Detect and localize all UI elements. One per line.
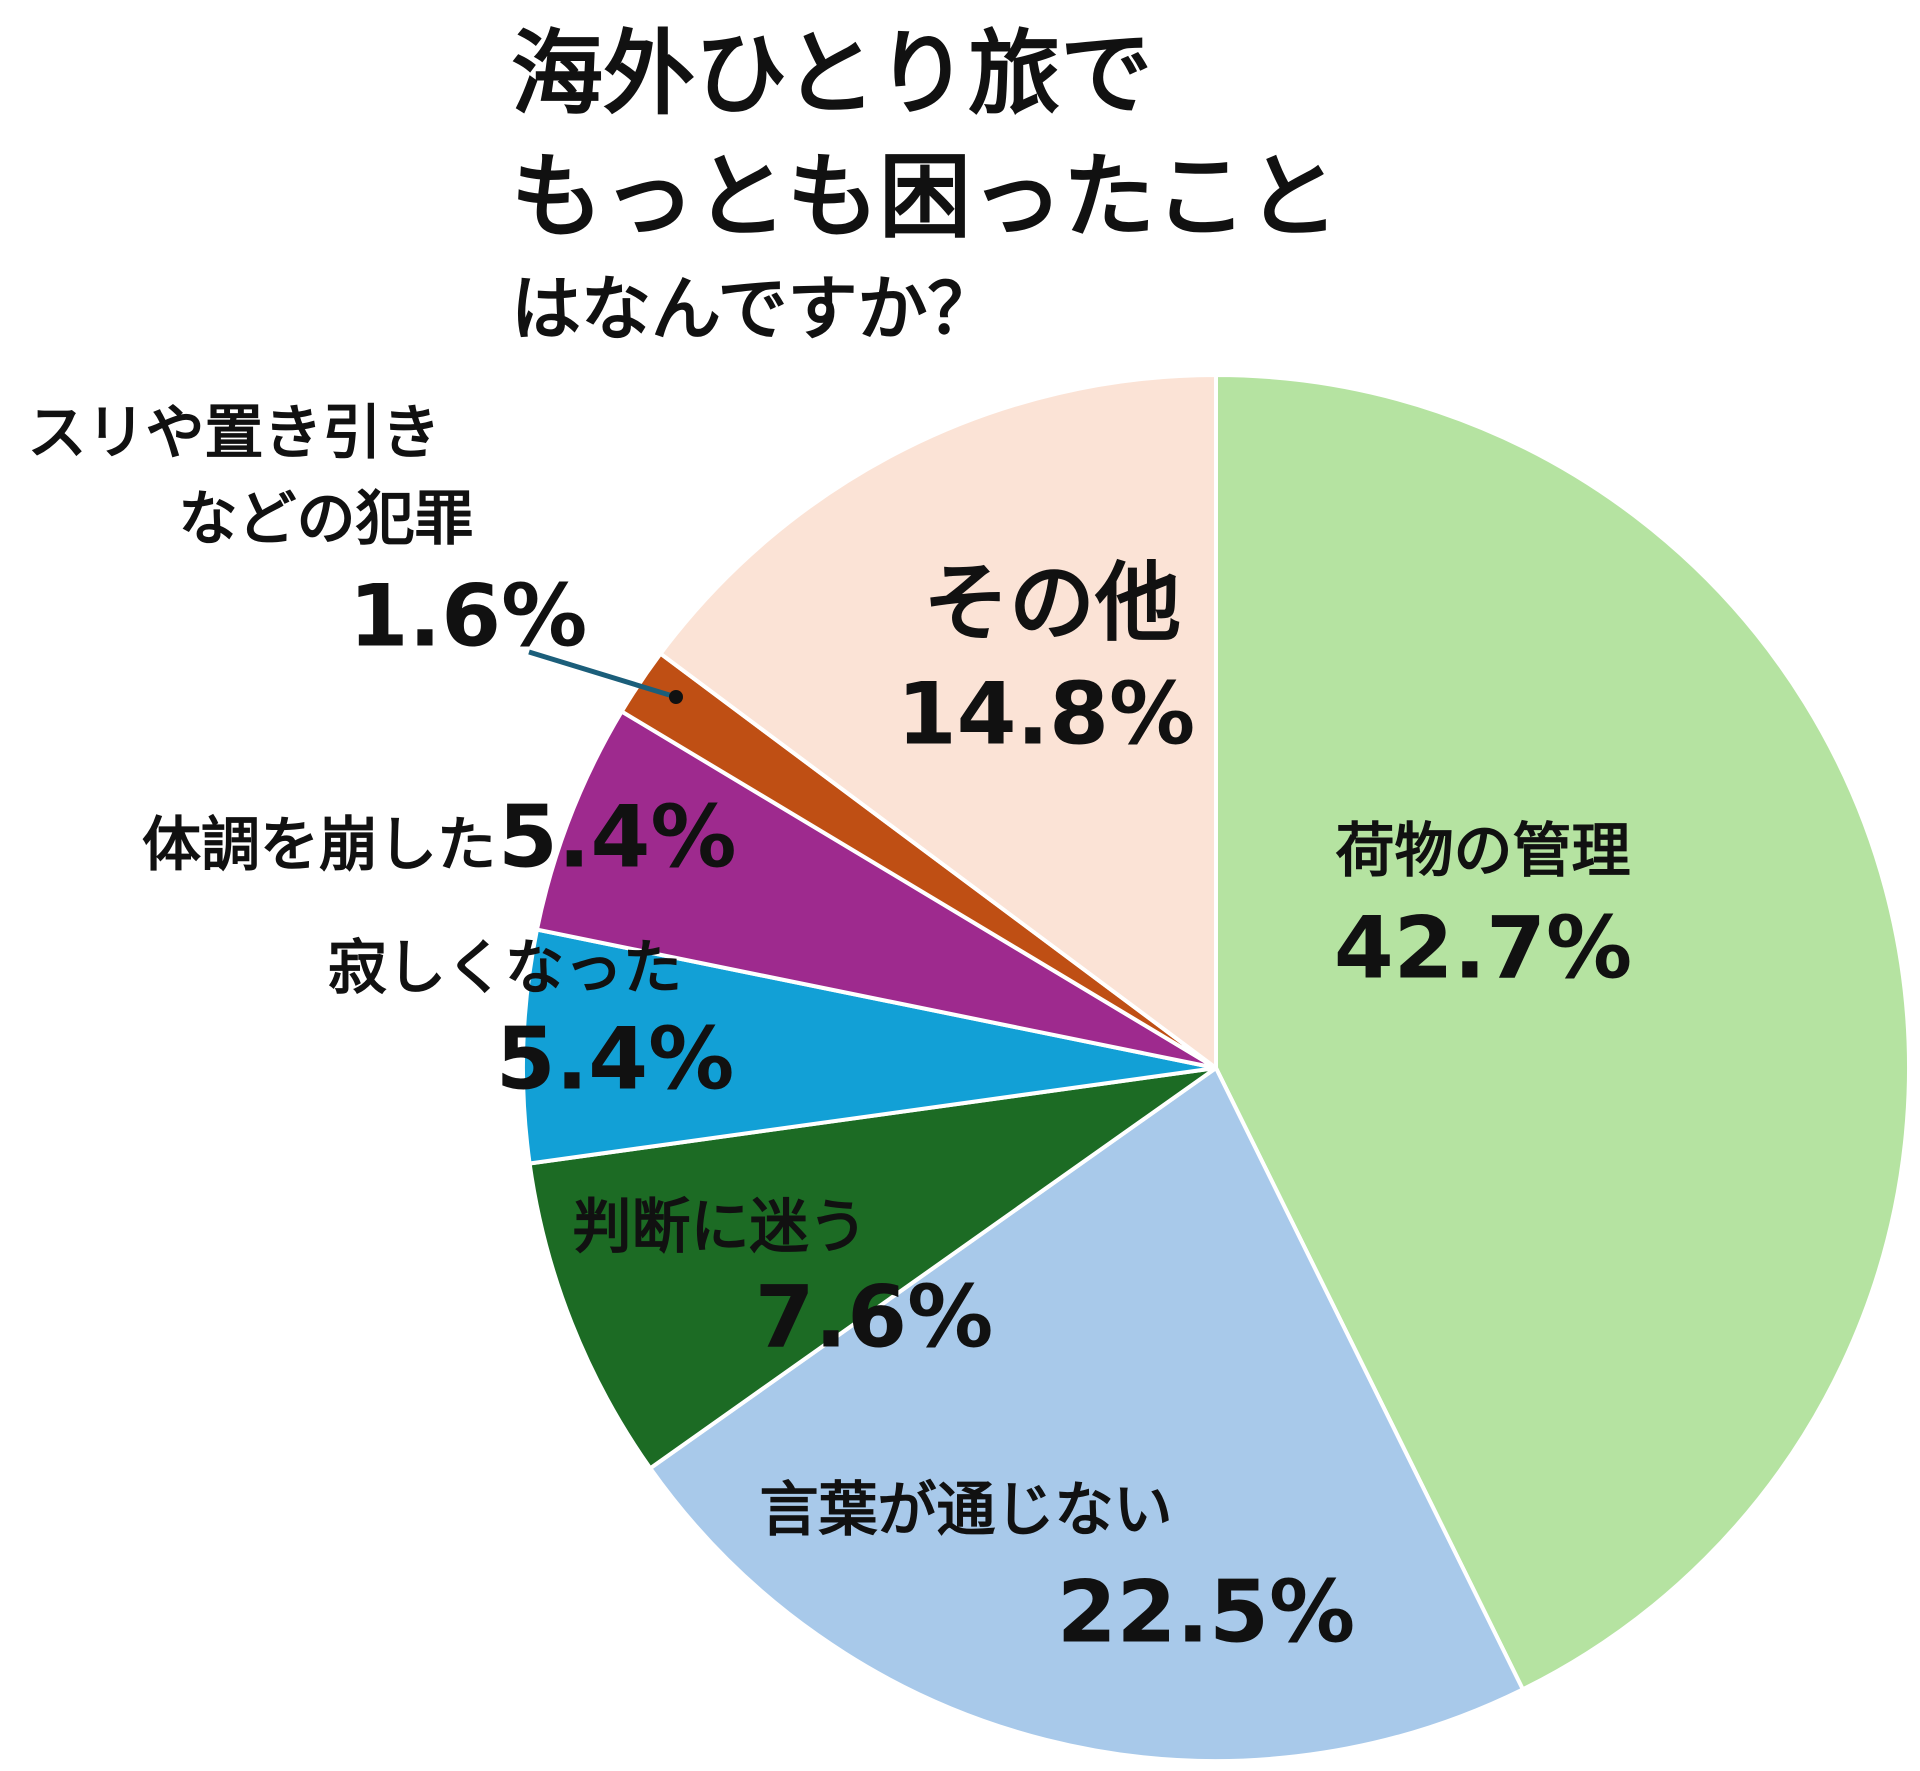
category-label: 判断に迷う: [572, 1192, 867, 1261]
leader-dot: [669, 690, 683, 704]
category-label: 体調を崩した: [142, 810, 496, 879]
pie-slice: [647, 1065, 1526, 1763]
chart-title: はなんですか？: [511, 268, 998, 350]
chart-title: 海外ひとり旅で: [511, 20, 1152, 127]
pie-slice: [657, 372, 1218, 1072]
value-label: 7.6%: [755, 1267, 994, 1367]
pie-slice: [534, 708, 1218, 1070]
value-label: 5.4%: [498, 787, 737, 887]
value-label: 14.8%: [897, 664, 1195, 764]
pie-slice: [527, 1066, 1218, 1472]
category-label: 荷物の管理: [1335, 816, 1630, 885]
category-label: 寂しくなった: [328, 933, 682, 1002]
category-label: などの犯罪: [178, 484, 473, 553]
value-label: 22.5%: [1057, 1562, 1355, 1662]
value-label: 5.4%: [496, 1009, 735, 1109]
category-label: 言葉が通じない: [759, 1475, 1172, 1544]
category-label: スリや置き引き: [27, 398, 440, 467]
pie-slice: [521, 927, 1217, 1166]
value-label: 1.6%: [349, 566, 588, 666]
pie-slice: [1214, 372, 1911, 1693]
chart-title: もっとも困ったこと: [511, 143, 1339, 250]
value-label: 42.7%: [1334, 898, 1632, 998]
leader-line: [528, 649, 677, 700]
category-label: その他: [923, 553, 1181, 653]
